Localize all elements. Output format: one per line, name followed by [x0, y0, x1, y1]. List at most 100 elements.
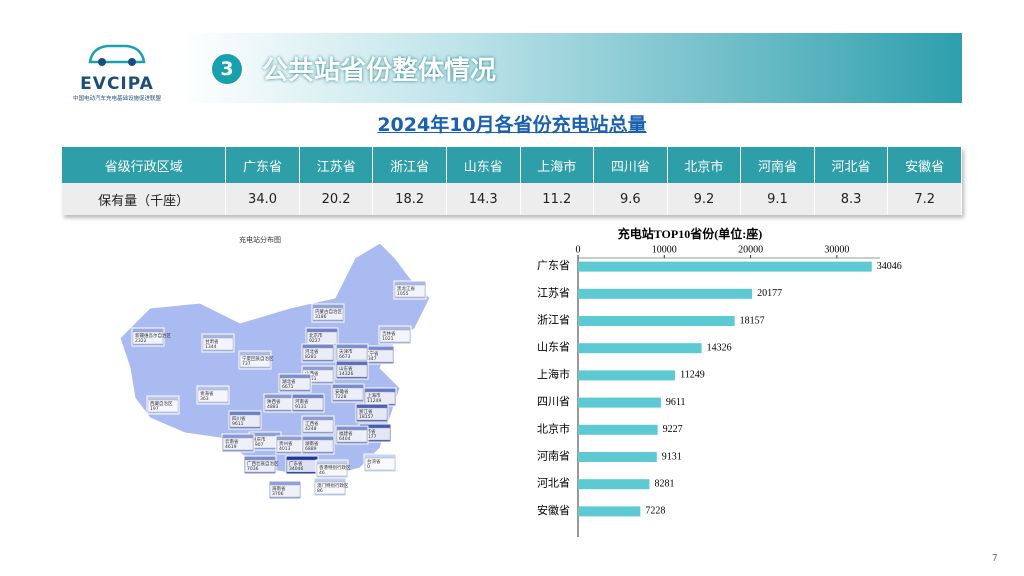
- table-header-cell: 河北省: [814, 147, 889, 183]
- region-name: 湖北省: [282, 378, 296, 385]
- region-name: 黑龙江省: [397, 285, 415, 292]
- region-label-box: [356, 407, 388, 421]
- table-row: 保有量（千座） 34.0 20.2 18.2 14.3 11.2 9.6 9.2 9.1 8.3 7…: [62, 183, 962, 215]
- region-name: 云南省: [225, 438, 239, 445]
- bar: [578, 370, 676, 381]
- region-label-box: [222, 437, 254, 451]
- x-tick-label: 30000: [824, 244, 849, 255]
- value-label: 18157: [740, 315, 765, 326]
- region-name: 西藏自治区: [150, 400, 173, 407]
- title-banner: 3 公共站省份整体情况: [180, 33, 962, 103]
- value-label: 8281: [654, 478, 674, 489]
- y-tick-label: 四川省: [537, 395, 570, 408]
- table-header-cell: 河南省: [740, 147, 815, 183]
- region-value: 86: [317, 488, 323, 494]
- table-header-cell: 山东省: [446, 147, 521, 183]
- region-name: 江苏省: [362, 428, 376, 435]
- region-name: 浙江省: [359, 408, 373, 415]
- x-tick-label: 10000: [652, 244, 677, 255]
- bar: [578, 452, 657, 462]
- region-value: 7036: [247, 466, 259, 472]
- bar: [578, 397, 661, 408]
- region-label-box: [312, 307, 344, 321]
- table-cell: 14.3: [446, 183, 521, 215]
- value-label: 11249: [680, 370, 705, 381]
- region-name: 广东省: [289, 460, 303, 467]
- region-name: 河南省: [295, 398, 309, 405]
- value-label: 34046: [877, 261, 902, 272]
- region-label-box: [302, 419, 334, 433]
- region-value: 6671: [282, 384, 294, 390]
- bar: [578, 316, 735, 326]
- region-name: 湖南省: [305, 440, 319, 447]
- region-name: 安徽省: [335, 388, 349, 395]
- logo-subtitle: 中国电动汽车充电基础设施促进联盟: [72, 96, 161, 102]
- region-value: 737: [242, 361, 251, 367]
- region-name: 陕西省: [267, 398, 281, 405]
- y-tick-label: 河北省: [537, 477, 570, 490]
- table-header-cell: 上海市: [520, 147, 595, 183]
- table-cell: 9.2: [667, 183, 742, 215]
- region-label-box: [269, 484, 301, 498]
- region-name: 海南省: [272, 485, 286, 492]
- table-header-cell: 省级行政区域: [62, 147, 227, 183]
- region-value: 8281: [305, 354, 317, 360]
- region-value: 3186: [315, 314, 327, 320]
- bar: [578, 288, 753, 299]
- region-name: 内蒙古自治区: [315, 308, 342, 315]
- y-tick-label: 河南省: [537, 450, 570, 463]
- region-value: 9611: [232, 421, 244, 427]
- region-label-box: [364, 457, 396, 471]
- region-name: 辽宁省: [365, 350, 379, 357]
- y-tick-label: 广东省: [537, 259, 570, 272]
- region-name: 青海省: [200, 390, 214, 397]
- region-label-box: [302, 347, 334, 361]
- region-value: 0: [367, 464, 370, 470]
- table-header-cell: 四川省: [593, 147, 668, 183]
- region-name: 北京市: [309, 332, 323, 339]
- region-value: 4619: [225, 444, 237, 450]
- region-value: 14326: [339, 371, 353, 377]
- region-name: 新疆维吾尔自治区: [135, 332, 171, 339]
- region-label-box: [316, 463, 348, 477]
- region-value: 7347: [365, 356, 377, 362]
- region-value: 197: [150, 406, 159, 412]
- region-name: 山西省: [305, 370, 319, 377]
- value-label: 9131: [662, 451, 682, 462]
- table-cell: 20.2: [299, 183, 374, 215]
- region-value: 1344: [205, 344, 217, 350]
- region-name: 江西省: [305, 420, 319, 427]
- region-value: 6889: [305, 446, 317, 452]
- region-value: 4013: [279, 446, 291, 452]
- region-value: 7228: [335, 394, 347, 400]
- x-tick-label: 20000: [738, 244, 763, 255]
- table-cell: 保有量（千座）: [62, 183, 227, 215]
- region-value: 4248: [305, 426, 317, 432]
- y-tick-label: 山东省: [537, 341, 570, 354]
- region-value: 4883: [267, 404, 279, 410]
- region-name: 台湾省: [367, 458, 381, 465]
- table-cell: 34.0: [225, 183, 300, 215]
- map-outline: [119, 242, 431, 477]
- region-name: 四川省: [232, 415, 246, 422]
- region-value: 9131: [295, 404, 307, 410]
- region-name: 香港特别行政区: [319, 464, 351, 471]
- region-value: 9227: [309, 338, 321, 344]
- region-value: 6404: [339, 436, 351, 442]
- region-label-box: [394, 284, 426, 298]
- region-label-box: [147, 399, 179, 413]
- bar: [578, 424, 658, 435]
- bar: [578, 261, 872, 272]
- table-header-cell: 江苏省: [299, 147, 374, 183]
- y-tick-label: 北京市: [537, 421, 570, 435]
- slide-title: 公共站省份整体情况: [262, 56, 497, 86]
- table-title: 2024年10月各省份充电站总量: [377, 114, 647, 136]
- region-name: 河北省: [305, 348, 319, 355]
- region-label-box: [229, 414, 261, 428]
- x-tick-label: 0: [576, 244, 581, 255]
- region-label-box: [279, 377, 311, 391]
- region-label-box: [336, 364, 368, 378]
- region-label-box: [239, 354, 271, 368]
- table-header-cell: 广东省: [225, 147, 300, 183]
